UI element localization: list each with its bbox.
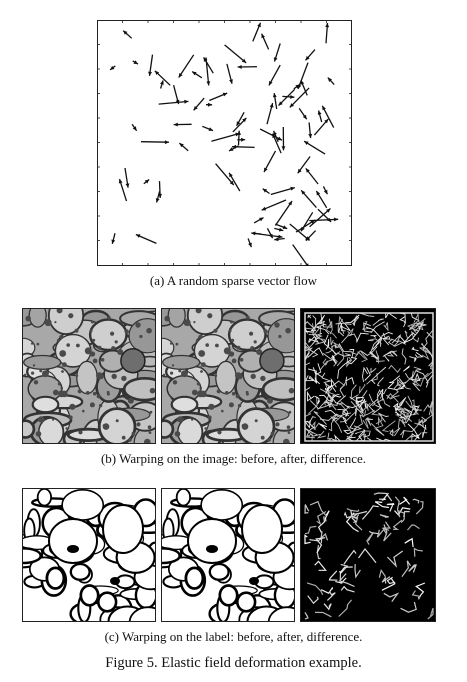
caption-b: (b) Warping on the image: before, after,…: [100, 451, 367, 466]
caption-a: (a) A random sparse vector flow: [149, 273, 318, 288]
vector-flow-svg: [97, 20, 352, 266]
caption-c: (c) Warping on the label: before, after,…: [104, 629, 363, 644]
label-image-before: [22, 488, 156, 622]
vector-flow-plot: [97, 20, 352, 266]
label-image-after: [161, 488, 295, 622]
figure-caption: Figure 5. Elastic field deformation exam…: [105, 655, 362, 671]
em-image-before: [22, 308, 156, 444]
label-image-difference: [300, 488, 436, 622]
em-image-after: [161, 308, 295, 444]
em-image-difference: [300, 308, 436, 444]
plot-frame: [97, 20, 352, 266]
